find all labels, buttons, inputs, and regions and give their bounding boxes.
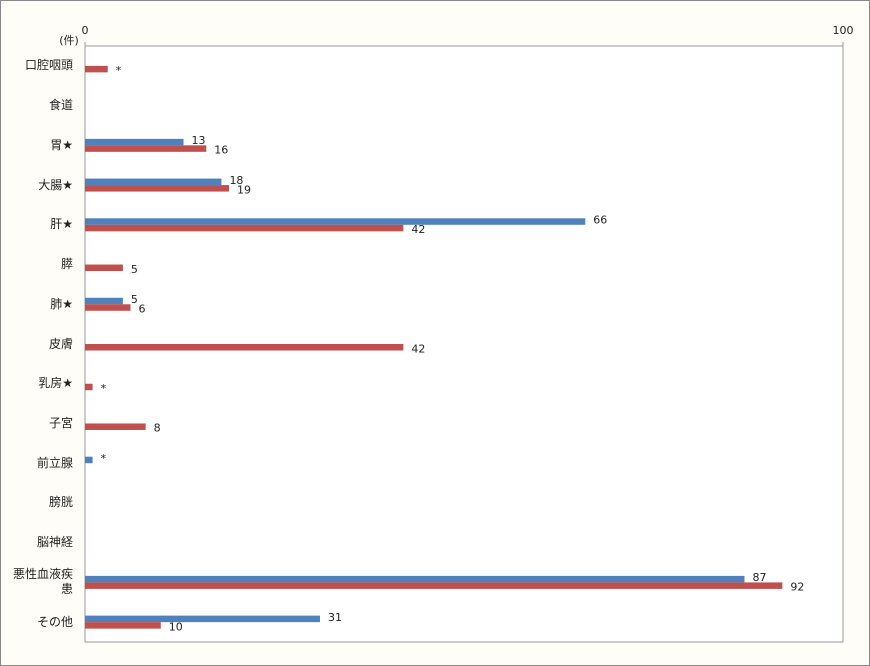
- y-tick-label: 肺★: [50, 296, 73, 311]
- y-tick-label: 膀胱: [48, 495, 73, 510]
- bar: [85, 304, 131, 311]
- bar: [85, 575, 745, 583]
- bar: [85, 224, 404, 232]
- bar: [85, 615, 320, 623]
- data-label: 66: [593, 214, 607, 227]
- x-tick-label: 0: [82, 24, 89, 37]
- data-label: 92: [790, 581, 804, 594]
- y-tick-label: 大腸★: [38, 177, 73, 192]
- bar: [85, 65, 108, 73]
- data-label: 87: [752, 571, 766, 584]
- bar: [85, 138, 184, 146]
- data-label: *: [101, 382, 107, 395]
- bar: [85, 456, 93, 464]
- bar: [85, 423, 146, 430]
- y-tick-label: 胃★: [50, 137, 73, 152]
- y-tick-label: 悪性血液疾患: [13, 567, 74, 597]
- data-label: 6: [138, 303, 145, 316]
- data-label: *: [101, 452, 107, 465]
- y-tick-label: 口腔咽頭: [24, 58, 73, 73]
- bar: [85, 297, 123, 305]
- y-tick-label: 膵: [60, 257, 73, 272]
- y-tick-label: 皮膚: [48, 336, 73, 351]
- bar: [85, 383, 93, 391]
- bar: [85, 178, 222, 186]
- bar: [85, 344, 404, 351]
- y-tick-label: 脳神経: [36, 535, 73, 550]
- y-tick-label: 前立腺: [36, 455, 73, 470]
- bar: [85, 264, 123, 272]
- bar: [85, 218, 586, 225]
- data-label: 13: [192, 134, 206, 147]
- x-tick-label: 100: [833, 24, 854, 37]
- data-label: 31: [328, 611, 342, 624]
- data-label: 18: [229, 174, 243, 187]
- y-tick-label: 肝★: [50, 217, 73, 232]
- data-label: 5: [131, 263, 138, 276]
- y-tick-label: 乳房★: [38, 376, 73, 391]
- data-label: 42: [411, 342, 425, 355]
- bar: [85, 622, 161, 629]
- data-label: 8: [154, 422, 161, 435]
- data-label: 10: [169, 620, 183, 633]
- data-label: 5: [131, 293, 138, 306]
- data-label: 42: [411, 223, 425, 236]
- data-label: 19: [237, 183, 251, 196]
- bar: [85, 145, 207, 152]
- y-tick-label: その他: [36, 614, 73, 629]
- data-label: *: [116, 64, 122, 77]
- y-tick-label: 食道: [48, 98, 73, 113]
- bar: [85, 582, 783, 589]
- data-label: 16: [214, 144, 228, 157]
- unit-label: (件): [59, 34, 79, 47]
- bar: [85, 185, 230, 192]
- y-tick-label: 子宮: [48, 415, 73, 430]
